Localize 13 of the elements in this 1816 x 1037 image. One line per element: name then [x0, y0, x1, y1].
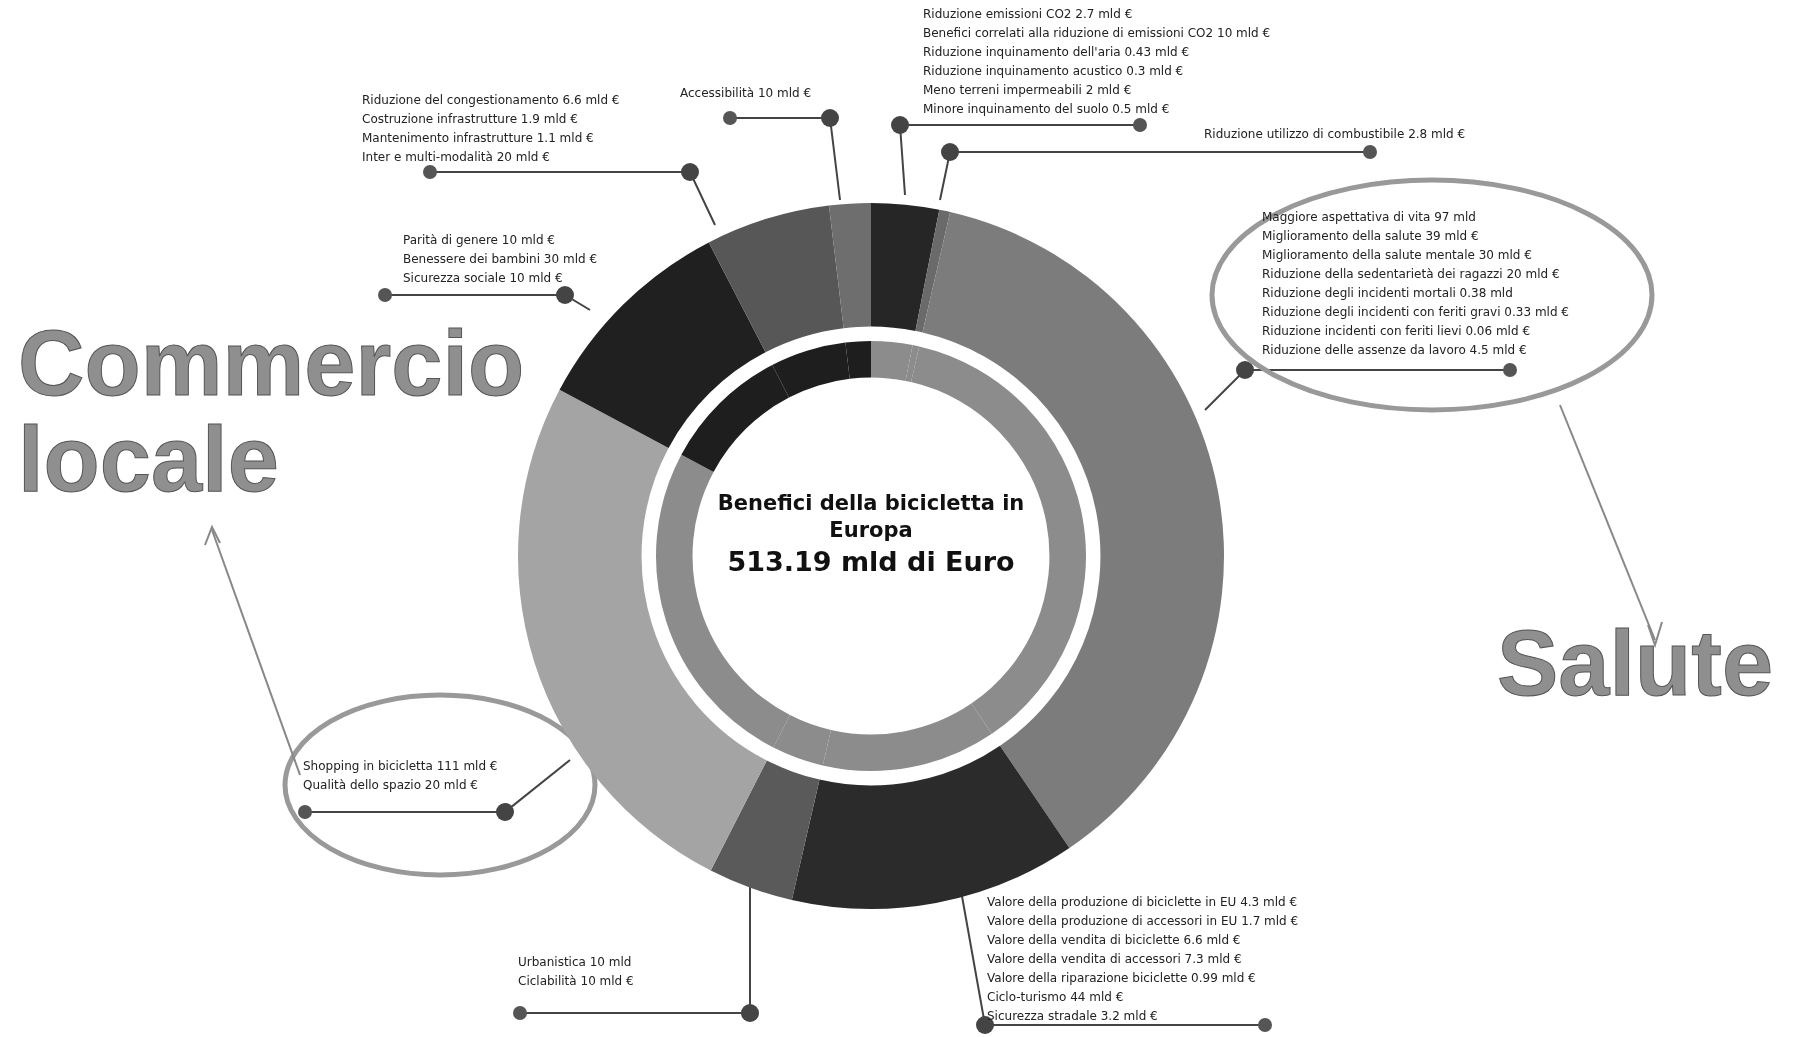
text: Riduzione del congestionamento 6.6 mld € Costruzione infrastrutture 1.9 mld € Mantenimento infrastrutture 1.1 mld € Inter e multi-modalità 20 mld € — [362, 92, 620, 166]
text: Commercio locale — [18, 312, 525, 510]
text: Valore della produzione di biciclette in EU 4.3 mld € Valore della produzione di accessori in EU 1.7 mld € Valore della vendita di biciclette 6.6 mld € Valore della vendita di accessori 7.3 mld € Valore della riparazione biciclette 0.99 mld € Ciclo-turismo 44 mld € Sicurezza stradale 3.2 mld € — [987, 894, 1299, 1025]
text: Shopping in bicicletta 111 mld € Qualità dello spazio 20 mld € — [303, 758, 498, 794]
text: Riduzione utilizzo di combustibile 2.8 mld € — [1204, 126, 1466, 143]
text: Salute — [1497, 612, 1774, 714]
text: 513.19 mld di Euro — [726, 545, 1016, 579]
text: Accessibilità 10 mld € — [680, 85, 812, 102]
text: Urbanistica 10 mld Ciclabilità 10 mld € — [518, 954, 634, 990]
text: Riduzione emissioni CO2 2.7 mld € Benefici correlati alla riduzione di emissioni CO2 10 mld € Riduzione inquinamento dell'aria 0.43 mld € Riduzione inquinamento acustico 0.3 mld € Meno terreni impermeabili 2 mld € Minore inquinamento del suolo 0.5 mld € — [923, 6, 1271, 118]
text: Benefici della bicicletta in Europa — [716, 490, 1026, 544]
text: Maggiore aspettativa di vita 97 mld Miglioramento della salute 39 mld € Miglioramento della salute mentale 30 mld € Riduzione della sedentarietà dei ragazzi 20 mld € Riduzione degli incidenti mortali 0.38 mld Riduzione degli incidenti con feriti gravi 0.33 mld € Riduzione incidenti con feriti lievi 0.06 mld € Riduzione delle assenze da lavoro 4.5 mld € — [1262, 209, 1569, 359]
text: Parità di genere 10 mld € Benessere dei bambini 30 mld € Sicurezza sociale 10 mld € — [403, 232, 598, 287]
